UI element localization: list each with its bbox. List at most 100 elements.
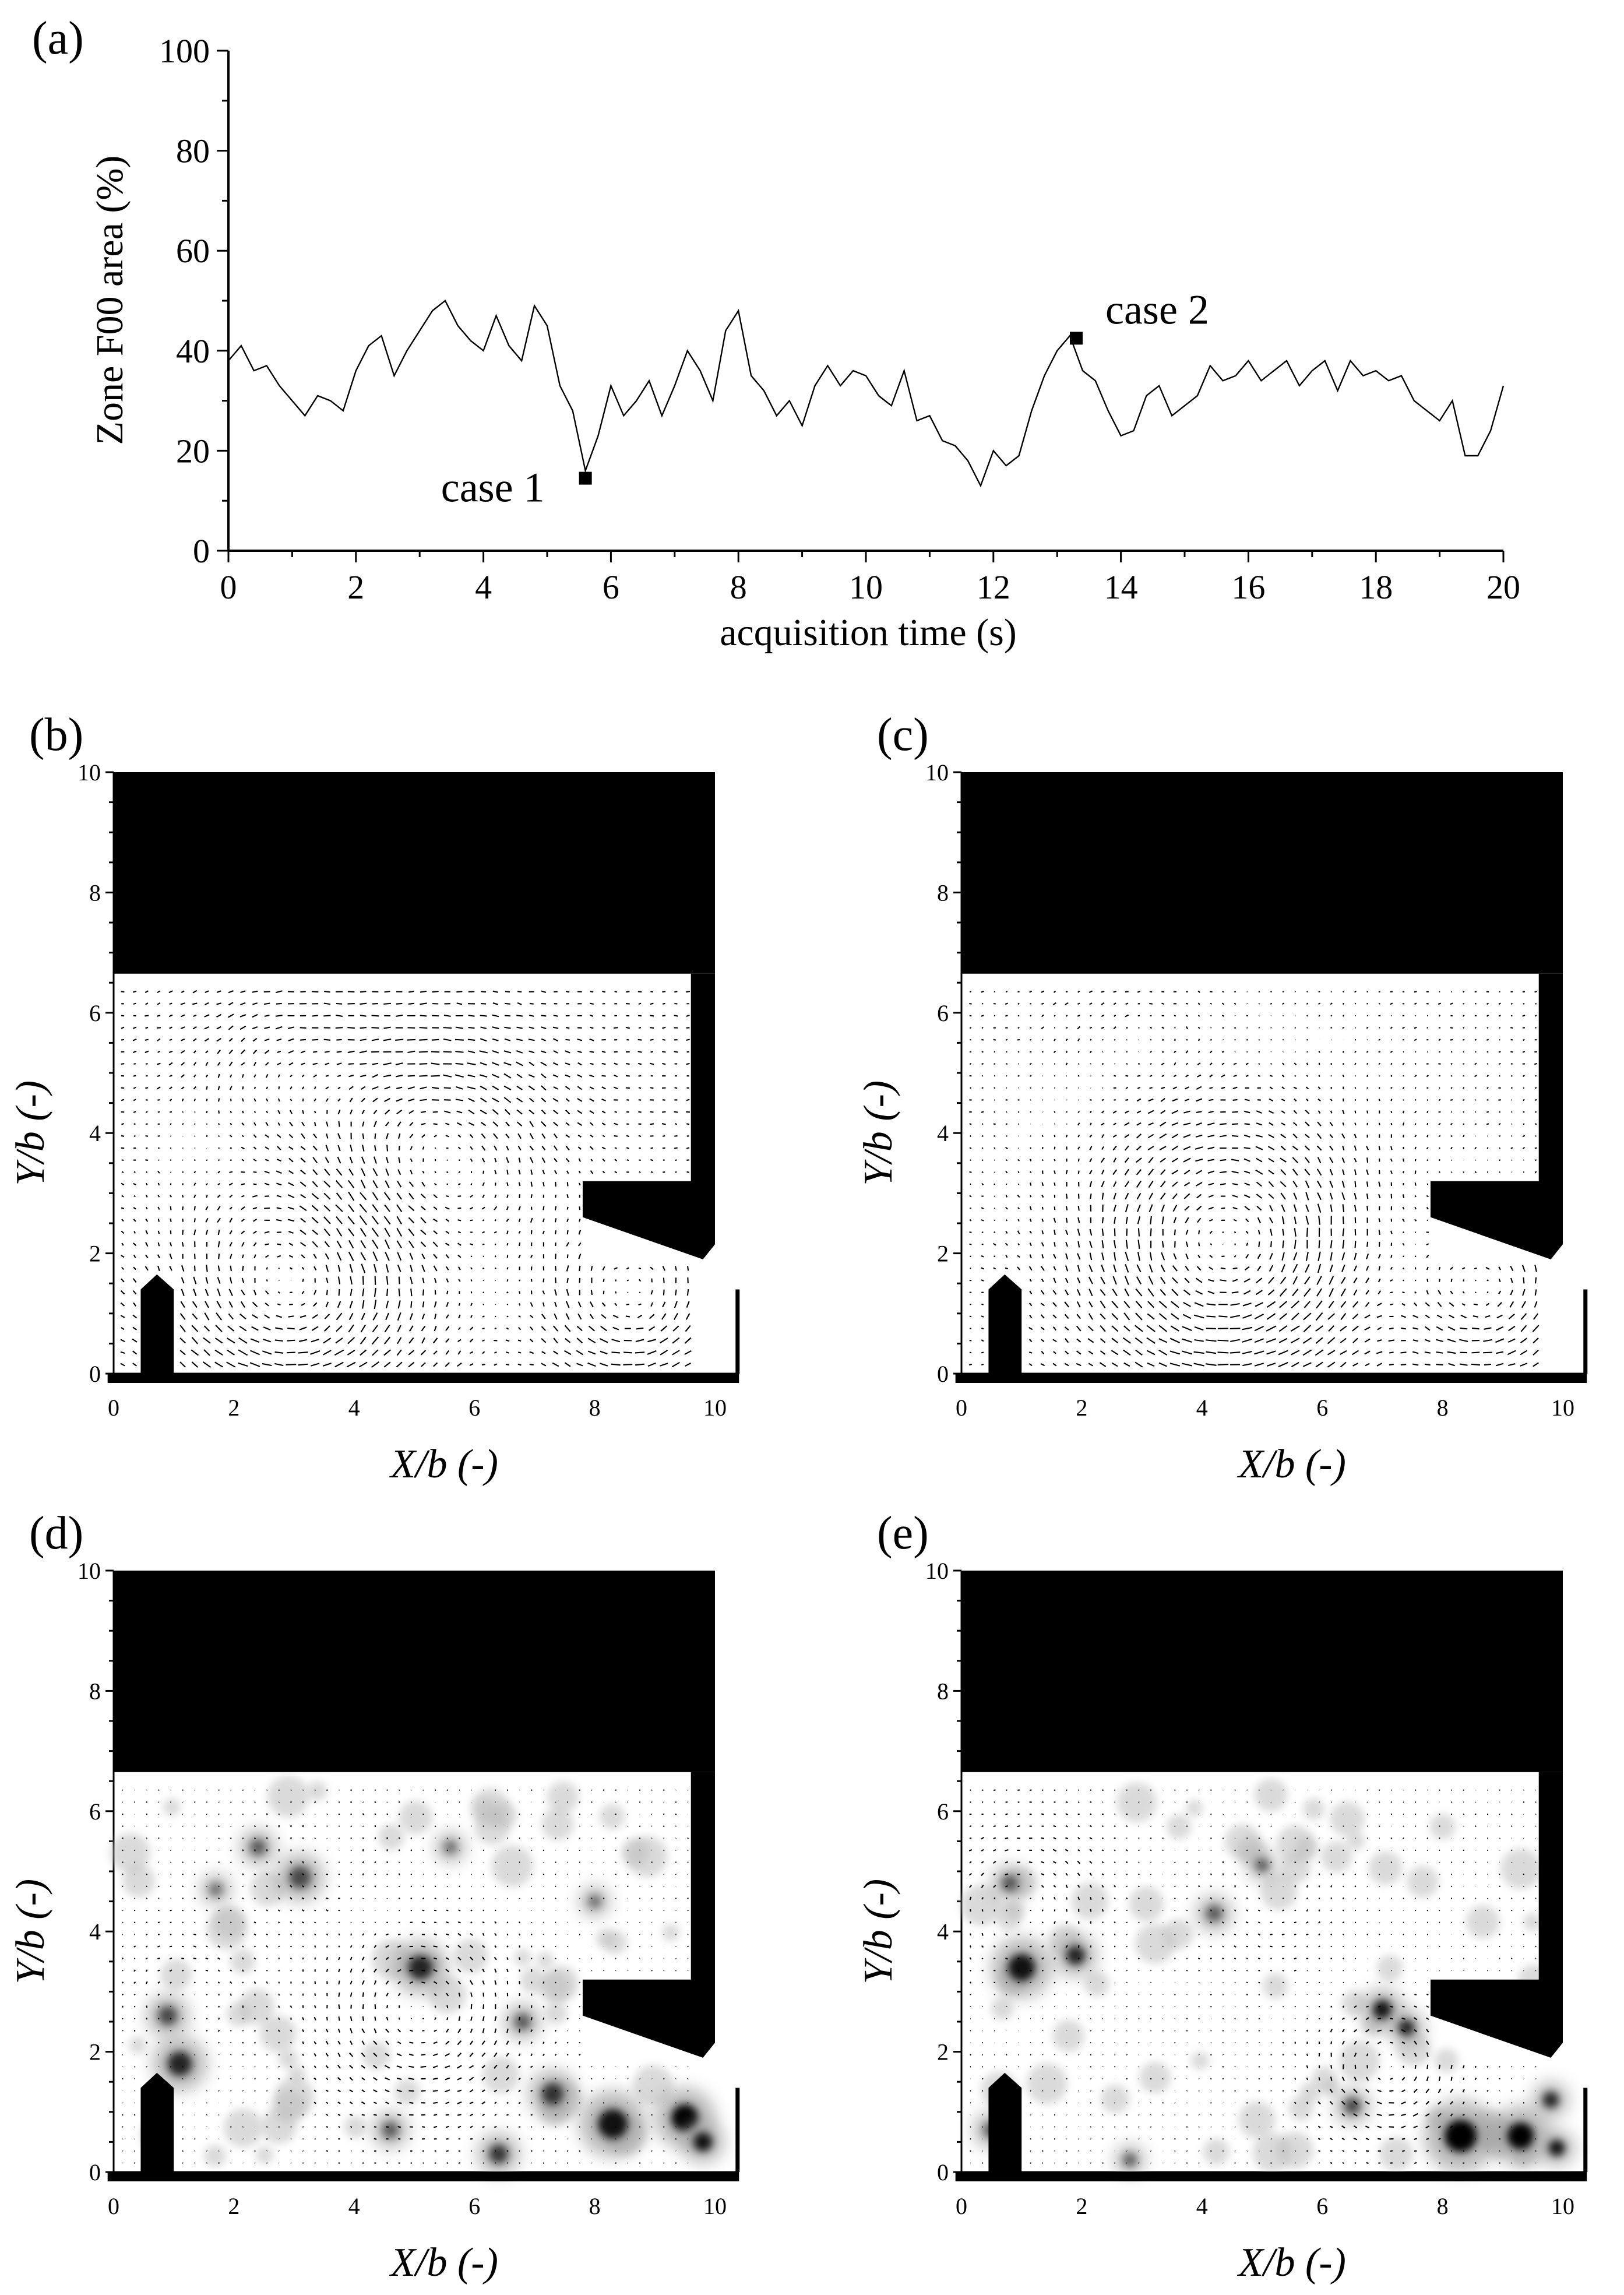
vector-arrow	[1343, 1240, 1344, 1249]
vector-arrow	[507, 2127, 508, 2128]
vector-arrow	[1281, 1111, 1285, 1113]
vector-arrow	[1439, 1171, 1440, 1173]
vector-arrow	[650, 1112, 654, 1113]
vector-arrow	[363, 1874, 364, 1875]
vector-arrow	[253, 1147, 256, 1149]
vector-arrow	[603, 1171, 605, 1173]
panel-a-series-line	[228, 301, 1503, 486]
vector-arrow	[1195, 1303, 1203, 1306]
vector-arrow	[193, 1039, 196, 1041]
vector-arrow	[1270, 1205, 1273, 1211]
vector-arrow	[531, 2017, 532, 2020]
vector-arrow	[1018, 1160, 1020, 1161]
vector-arrow	[1521, 1325, 1526, 1331]
vector-arrow	[288, 1195, 294, 1198]
vector-arrow	[458, 1922, 460, 1923]
vector-arrow	[650, 1267, 653, 1269]
vector-arrow	[361, 1264, 365, 1273]
vector-arrow	[1331, 1240, 1332, 1248]
vector-arrow	[363, 1134, 364, 1139]
vector-arrow	[445, 1208, 449, 1209]
vector-arrow	[1391, 1171, 1392, 1174]
vector-arrow	[1042, 1039, 1043, 1040]
vector-arrow	[1282, 1252, 1284, 1261]
vector-arrow	[1206, 1352, 1216, 1354]
vector-arrow	[230, 1970, 231, 1971]
panel-b-inlet-block	[140, 1275, 174, 1374]
vector-arrow	[1006, 1802, 1008, 1803]
vector-arrow	[242, 1946, 244, 1947]
vector-arrow	[397, 2054, 401, 2055]
vector-arrow	[1495, 1339, 1503, 1342]
vector-arrow	[386, 1981, 388, 1984]
vector-arrow	[206, 2030, 207, 2032]
contour-blob-core	[289, 1867, 311, 1888]
contour-blob-light	[1330, 1801, 1364, 1836]
vector-arrow	[397, 1241, 401, 1248]
vector-arrow	[1379, 1027, 1380, 1028]
vector-arrow	[1439, 1087, 1440, 1088]
vector-arrow	[337, 1252, 341, 1261]
vector-arrow	[1269, 1170, 1274, 1174]
vector-arrow	[1331, 1015, 1332, 1016]
vector-arrow	[1114, 1003, 1116, 1004]
vector-arrow	[1306, 1216, 1308, 1224]
vector-arrow	[146, 1898, 147, 1899]
vector-arrow	[279, 1099, 280, 1101]
vector-arrow	[1041, 1364, 1045, 1365]
vector-arrow	[1305, 1146, 1310, 1150]
vector-arrow	[651, 1946, 652, 1947]
vector-arrow	[483, 2016, 484, 2021]
vector-arrow	[133, 1184, 136, 1185]
vector-arrow	[145, 1015, 149, 1016]
vector-arrow	[266, 2054, 267, 2055]
vector-arrow	[1042, 1242, 1044, 1247]
vector-arrow	[158, 1994, 159, 1995]
vector-arrow	[399, 1993, 400, 1996]
vector-arrow	[206, 1970, 208, 1971]
vector-arrow	[459, 1279, 460, 1282]
vector-arrow	[266, 1910, 267, 1911]
vector-arrow	[277, 1195, 281, 1196]
vector-arrow	[289, 1243, 293, 1245]
panel-d-y-tick-label: 4	[89, 1919, 101, 1945]
vector-arrow	[1113, 1135, 1116, 1137]
vector-arrow	[1427, 1111, 1428, 1113]
vector-arrow	[1042, 1051, 1043, 1052]
vector-arrow	[158, 1051, 160, 1053]
vector-arrow	[1402, 1304, 1405, 1305]
vector-arrow	[1520, 1350, 1527, 1354]
vector-arrow	[1006, 1220, 1007, 1221]
vector-arrow	[650, 1027, 654, 1028]
vector-arrow	[253, 1242, 256, 1246]
vector-arrow	[1316, 1363, 1323, 1367]
vector-arrow	[1030, 1206, 1031, 1210]
panel-b-y-tick-label: 4	[89, 1120, 101, 1146]
vector-arrow	[579, 1159, 580, 1161]
contour-blob-core	[1398, 2019, 1415, 2036]
vector-arrow	[495, 2150, 496, 2151]
vector-arrow	[519, 1316, 520, 1318]
vector-arrow	[981, 1861, 983, 1863]
vector-arrow	[494, 2040, 496, 2044]
vector-arrow	[1030, 1266, 1032, 1270]
vector-arrow	[372, 1240, 378, 1249]
vector-arrow	[265, 1315, 270, 1318]
vector-arrow	[1316, 1301, 1322, 1308]
vector-arrow	[122, 1814, 123, 1815]
vector-arrow	[1244, 1195, 1250, 1197]
vector-arrow	[1451, 1124, 1453, 1125]
vector-arrow	[519, 1255, 520, 1258]
vector-arrow	[1042, 1207, 1043, 1209]
vector-arrow	[588, 1338, 596, 1343]
vector-arrow	[433, 1242, 438, 1247]
vector-arrow	[206, 1958, 208, 1959]
vector-arrow	[982, 1051, 984, 1052]
vector-arrow	[314, 1290, 316, 1295]
vector-arrow	[315, 1111, 316, 1113]
vector-arrow	[1194, 1363, 1204, 1365]
vector-arrow	[445, 1363, 449, 1367]
vector-arrow	[552, 1363, 559, 1367]
panel-a-line-chart: (a) Zone F00 area (%) acquisition time (…	[32, 13, 1520, 654]
vector-arrow	[1306, 1181, 1309, 1188]
